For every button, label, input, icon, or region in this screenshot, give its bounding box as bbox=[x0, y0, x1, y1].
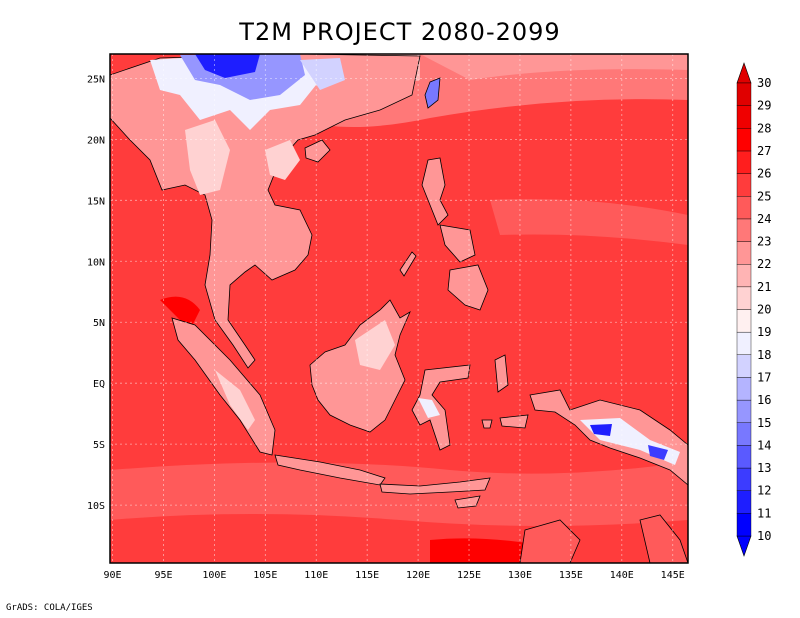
colorbar-label: 30 bbox=[757, 76, 771, 90]
colorbar-high-arrow bbox=[736, 62, 752, 84]
colorbar-label: 10 bbox=[757, 529, 771, 543]
colorbar-swatch bbox=[736, 264, 752, 288]
colorbar-swatch bbox=[736, 422, 752, 446]
y-tick-label: 10S bbox=[87, 501, 105, 512]
arnhem-coast bbox=[519, 519, 581, 563]
colorbar-label: 22 bbox=[757, 257, 771, 271]
colorbar-swatch bbox=[736, 467, 752, 491]
warm-patch-andaman bbox=[160, 296, 200, 330]
colorbar-label: 15 bbox=[757, 416, 771, 430]
x-tick-label: 130E bbox=[508, 570, 532, 581]
new-guinea-cold-peak-1 bbox=[590, 424, 612, 436]
x-tick-label: 135E bbox=[559, 570, 583, 581]
x-tick-label: 90E bbox=[104, 570, 122, 581]
mindanao-island bbox=[447, 264, 489, 311]
latitude-tick-labels: 25N 20N 15N 10N 5N EQ 5S 10S bbox=[87, 74, 105, 512]
colorbar-label: 27 bbox=[757, 144, 771, 158]
taiwan-island bbox=[424, 77, 441, 109]
palawan-island bbox=[399, 251, 417, 277]
tibet-coldest bbox=[195, 54, 260, 78]
colorbar-label: 14 bbox=[757, 438, 771, 452]
x-tick-label: 140E bbox=[610, 570, 634, 581]
y-tick-label: 5N bbox=[93, 318, 105, 329]
colorbar-swatch bbox=[736, 354, 752, 378]
vietnam-highlands bbox=[265, 140, 300, 180]
halmahera-island bbox=[494, 354, 509, 393]
hainan-island bbox=[304, 139, 331, 163]
colorbar-swatch bbox=[736, 377, 752, 401]
x-tick-label: 105E bbox=[253, 570, 277, 581]
temperature-field bbox=[110, 54, 688, 563]
colorbar-swatch bbox=[736, 128, 752, 152]
colorbar-label: 16 bbox=[757, 393, 771, 407]
sumatra-highlands bbox=[215, 370, 255, 430]
colorbar-swatch bbox=[736, 82, 752, 106]
colorbar-swatch bbox=[736, 241, 752, 265]
colorbar-swatch bbox=[736, 331, 752, 355]
colorbar-label: 26 bbox=[757, 167, 771, 181]
colorbar: 10 11 12 13 14 15 16 17 18 19 20 21 22 23 24 25 26 27 28 29… bbox=[736, 62, 771, 557]
x-tick-label: 120E bbox=[406, 570, 430, 581]
seram-island bbox=[499, 414, 529, 429]
colorbar-swatch bbox=[736, 105, 752, 129]
north-pacific-cooler-band bbox=[420, 54, 688, 80]
map-frame bbox=[109, 53, 689, 564]
grads-credit: GrADS: COLA/IGES bbox=[6, 603, 93, 613]
sulawesi-highlands bbox=[418, 398, 440, 418]
y-tick-label: 5S bbox=[93, 440, 105, 451]
colorbar-swatch bbox=[736, 513, 752, 537]
colorbar-label: 12 bbox=[757, 484, 771, 498]
pacific-band bbox=[490, 199, 688, 245]
laos-highlands bbox=[185, 120, 230, 195]
colorbar-label: 18 bbox=[757, 348, 771, 362]
x-tick-label: 100E bbox=[202, 570, 226, 581]
colorbar-label: 17 bbox=[757, 370, 771, 384]
luzon-island bbox=[421, 157, 449, 226]
colorbar-label: 20 bbox=[757, 303, 771, 317]
north-australia-coast bbox=[639, 514, 688, 563]
new-guinea-cold-peak-2 bbox=[648, 445, 668, 460]
colorbar-label: 29 bbox=[757, 99, 771, 113]
y-tick-label: 15N bbox=[87, 196, 105, 207]
colorbar-label: 25 bbox=[757, 189, 771, 203]
colorbar-swatch bbox=[736, 286, 752, 310]
borneo-highlands bbox=[355, 320, 395, 370]
colorbar-swatch bbox=[736, 399, 752, 423]
map-title: T2M PROJECT 2080-2099 bbox=[239, 18, 561, 46]
x-tick-label: 145E bbox=[661, 570, 685, 581]
colorbar-swatch bbox=[736, 196, 752, 220]
y-tick-label: 25N bbox=[87, 74, 105, 85]
longitude-tick-labels: 90E 95E 100E 105E 110E 115E 120E 125E 130E 135E 14… bbox=[104, 570, 685, 581]
colorbar-label: 28 bbox=[757, 121, 771, 135]
y-tick-label: 10N bbox=[87, 257, 105, 268]
x-tick-label: 125E bbox=[457, 570, 481, 581]
colorbar-label: 11 bbox=[757, 506, 771, 520]
x-tick-label: 115E bbox=[355, 570, 379, 581]
colorbar-swatch bbox=[736, 218, 752, 242]
warm-patch-south bbox=[430, 538, 540, 563]
colorbar-label: 23 bbox=[757, 235, 771, 249]
colorbar-swatch bbox=[736, 150, 752, 174]
south-china-hills bbox=[300, 58, 345, 90]
y-tick-label: 20N bbox=[87, 135, 105, 146]
colorbar-label: 21 bbox=[757, 280, 771, 294]
sulawesi-island bbox=[411, 364, 471, 451]
colorbar-swatch bbox=[736, 445, 752, 469]
colorbar-label: 19 bbox=[757, 325, 771, 339]
southern-ocean-band bbox=[110, 462, 688, 526]
x-tick-label: 95E bbox=[154, 570, 172, 581]
x-tick-label: 110E bbox=[304, 570, 328, 581]
lesser-sunda-islands bbox=[379, 477, 491, 495]
buru-island bbox=[481, 419, 493, 429]
colorbar-label: 24 bbox=[757, 212, 771, 226]
colorbar-label: 13 bbox=[757, 461, 771, 475]
visayas-islands bbox=[439, 224, 476, 263]
colorbar-swatch bbox=[736, 309, 752, 333]
map-gridlines bbox=[110, 54, 688, 563]
colorbar-swatch bbox=[736, 490, 752, 514]
colorbar-low-arrow bbox=[736, 535, 752, 557]
y-tick-label: EQ bbox=[93, 379, 105, 390]
colorbar-swatch bbox=[736, 173, 752, 197]
